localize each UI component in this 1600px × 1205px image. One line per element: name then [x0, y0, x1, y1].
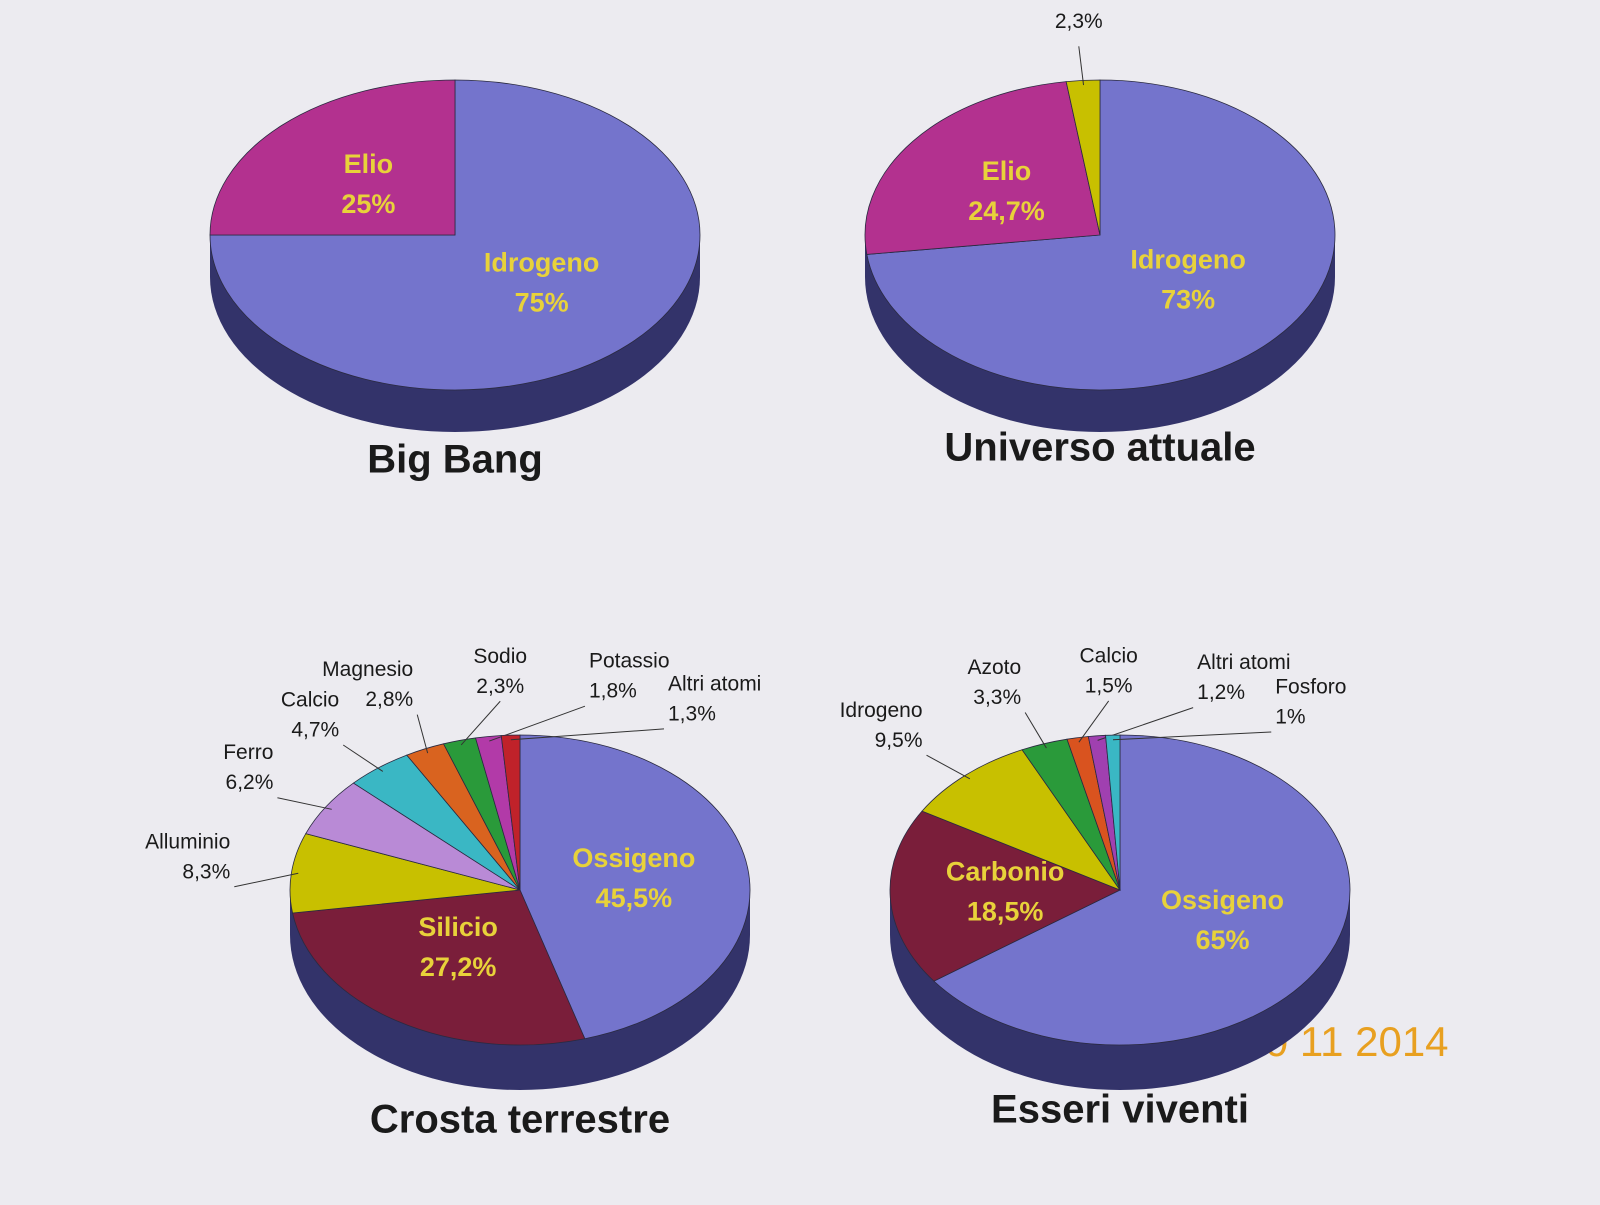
slice-value-label: 1% — [1275, 706, 1305, 729]
slice-label: Azoto — [967, 656, 1021, 679]
slice-value-label: 2,3% — [1055, 10, 1103, 33]
leader-line — [277, 797, 332, 810]
slice-label: Ossigeno — [572, 843, 695, 873]
slice-label: Carbonio — [946, 856, 1065, 886]
leader-line — [1078, 700, 1110, 743]
slice-value-label: 8,3% — [182, 860, 230, 883]
leader-line — [1024, 712, 1047, 749]
leader-line — [1078, 46, 1085, 86]
pie-slice — [292, 889, 586, 1046]
slice-value-label: 27,2% — [420, 952, 497, 982]
slice-label: Ferro — [223, 741, 273, 764]
slice-label: Calcio — [281, 689, 339, 712]
pie-slice — [209, 79, 701, 391]
slice-value-label: 3,3% — [973, 686, 1021, 709]
leader-line — [234, 872, 299, 888]
pie-slice — [519, 734, 751, 1040]
leader-line — [1112, 731, 1272, 741]
chart-title: Esseri viventi — [991, 1088, 1249, 1132]
pie-slice — [289, 833, 521, 914]
pie-slice — [209, 79, 456, 236]
slice-value-label: 4,7% — [291, 719, 339, 742]
slice-value-label: 6,2% — [226, 771, 274, 794]
leader-line — [926, 754, 971, 780]
leader-line — [342, 744, 384, 772]
pie-slice — [933, 734, 1351, 1046]
slice-label: Altri atomi — [668, 672, 761, 695]
slice-label: Idrogeno — [840, 699, 923, 722]
slice-value-label: 1,3% — [668, 702, 716, 725]
pie-slice — [500, 734, 521, 891]
slice-label: Magnesio — [322, 658, 413, 681]
slice-value-label: 1,8% — [589, 680, 637, 703]
leader-line — [510, 728, 665, 741]
slice-value-label: 73% — [1161, 284, 1215, 314]
slice-label: Alluminio — [145, 830, 230, 853]
leader-line — [460, 700, 501, 746]
slice-value-label: 2,8% — [365, 688, 413, 711]
slice-label: Potassio — [589, 650, 670, 673]
slice-value-label: 65% — [1195, 925, 1249, 955]
slice-value-label: 18,5% — [967, 896, 1044, 926]
slice-label: Idrogeno — [1130, 244, 1246, 274]
slice-value-label: 9,5% — [875, 729, 923, 752]
pie-slice — [921, 749, 1122, 891]
slice-label: Ossigeno — [1161, 885, 1284, 915]
slice-label: Sodio — [473, 645, 527, 668]
slice-label: Calcio — [1079, 644, 1137, 667]
chart-title: Crosta terrestre — [370, 1098, 670, 1142]
pie-slice — [889, 810, 1121, 982]
slice-label: Altri atomi — [1197, 651, 1290, 674]
slice-value-label: 24,7% — [968, 196, 1045, 226]
slice-value-label: 25% — [341, 189, 395, 219]
slice-label: Idrogeno — [484, 247, 600, 277]
slice-value-label: 45,5% — [596, 883, 673, 913]
slice-label: Fosforo — [1275, 676, 1346, 699]
chart-title: Universo attuale — [944, 426, 1255, 470]
slice-label: Elio — [344, 149, 394, 179]
slice-label: Silicio — [418, 912, 498, 942]
pie-slice — [866, 79, 1336, 391]
slice-value-label: 1,2% — [1197, 681, 1245, 704]
pie-slice — [1105, 734, 1121, 891]
slice-value-label: 2,3% — [476, 675, 524, 698]
slice-label: Elio — [982, 156, 1032, 186]
pie-slice — [864, 81, 1101, 255]
leader-line — [416, 714, 429, 754]
chart-title: Big Bang — [367, 438, 543, 482]
slice-value-label: 1,5% — [1085, 674, 1133, 697]
slice-value-label: 75% — [515, 287, 569, 317]
